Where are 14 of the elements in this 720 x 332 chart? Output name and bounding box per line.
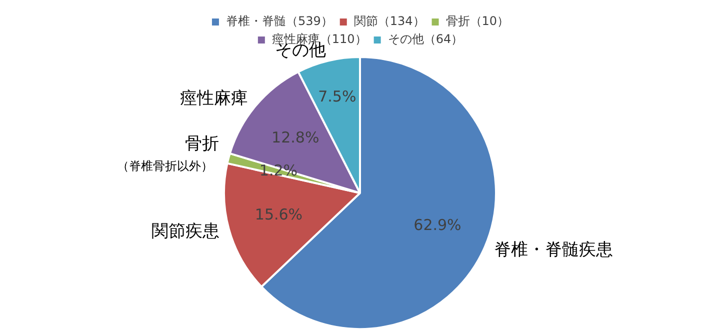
text: 痙性麻痺 <box>180 88 248 109</box>
text: 骨折 <box>184 134 219 154</box>
text: 脊椎・脊髄疾患 <box>494 240 614 260</box>
text: 関節疾患 <box>151 221 220 242</box>
data-label: 12.8% <box>272 128 320 147</box>
legend-label: 骨折（10） <box>446 14 510 28</box>
text: （脊椎骨折以外） <box>116 158 213 173</box>
data-label: 62.9% <box>414 216 462 234</box>
data-label: 1.2% <box>259 161 298 180</box>
data-label: 7.5% <box>318 88 356 106</box>
legend-label: その他（64） <box>388 32 464 46</box>
legend-label: 関節（134） <box>354 14 425 28</box>
legend-label: 脊椎・脊髄（539） <box>226 14 333 28</box>
data-label: 15.6% <box>254 205 303 224</box>
